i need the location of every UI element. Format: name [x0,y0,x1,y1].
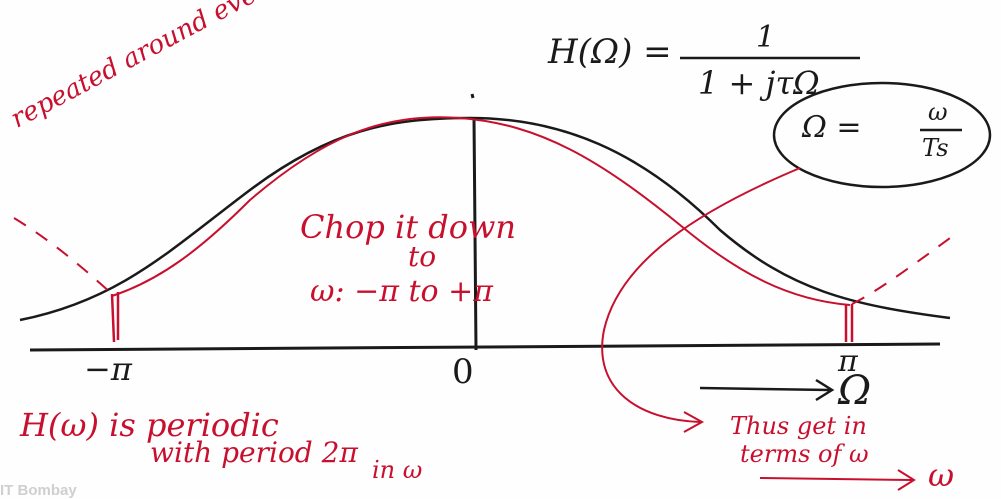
red-dashed-right [851,237,951,305]
thus-note-line2: terms of ω [740,440,869,468]
zero-label: 0 [452,352,474,392]
chop-note-line1: Chop it down [300,208,517,246]
red-periodic-curve [111,116,851,306]
transfer-function-denominator: 1 + jτΩ [698,64,820,102]
red-arrow-to-note [601,167,801,423]
pos-pi-label: π [838,344,858,379]
pos-pi-marker [844,304,854,342]
lower-omega-label: ω [928,456,955,494]
periodic-note-line2: with period 2π [150,436,358,469]
vertical-axis [472,117,478,351]
red-arrow-omega [759,477,913,481]
horizontal-axis [29,342,941,352]
omega-definition-lhs: Ω = [802,110,862,145]
red-arrowhead-omega [897,469,916,491]
thus-note-line1: Thus get in [730,412,867,440]
periodic-note-line1: H(ω) is periodic [20,406,279,444]
omega-definition-numerator: ω [928,98,948,126]
red-arrowhead-note [683,411,705,433]
chop-note-line3: ω: −π to +π [310,274,494,309]
periodic-note-line3: in ω [372,456,423,484]
transfer-function-lhs: H(Ω) = [548,32,672,72]
big-omega-label: Ω [838,368,872,414]
omega-definition-denominator: Ts [922,134,949,162]
chop-note-line2: to [408,240,437,273]
black-arrow-omega [699,386,831,392]
watermark-text: IT Bombay [0,482,77,499]
omega-definition-circle [772,81,992,189]
neg-pi-marker [110,292,120,343]
red-dashed-left [13,217,113,295]
axis-top-dot [470,93,475,99]
neg-pi-label: −π [84,350,132,388]
black-arrowhead-omega [815,378,835,402]
transfer-function-numerator: 1 [756,20,776,55]
